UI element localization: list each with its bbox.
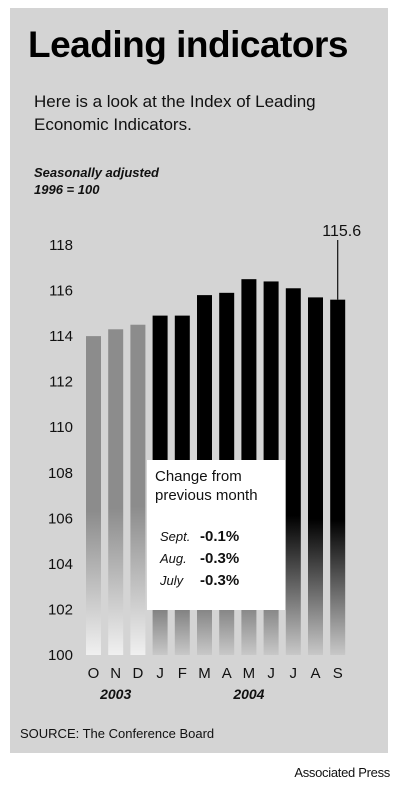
y-tick-label: 114	[49, 328, 73, 345]
y-tick-label: 116	[49, 283, 73, 300]
bar	[330, 299, 346, 655]
x-tick-label: D	[132, 665, 143, 682]
y-tick-label: 100	[48, 647, 73, 664]
change-box-month: Sept.	[160, 529, 190, 544]
y-tick-label: 118	[49, 237, 73, 254]
bar	[130, 324, 146, 655]
x-tick-label: N	[110, 665, 121, 682]
y-tick-label: 102	[48, 601, 73, 618]
callout-value-label: 115.6	[322, 223, 361, 240]
x-tick-label: M	[243, 665, 256, 682]
change-box-month: July	[159, 573, 185, 588]
chart-title: Leading indicators	[28, 24, 348, 65]
x-tick-label: A	[310, 665, 320, 682]
change-box-heading: Change from	[155, 468, 242, 485]
x-tick-label: J	[267, 665, 275, 682]
adjustment-note-line2: 1996 = 100	[34, 182, 100, 197]
change-box-value: -0.3%	[200, 550, 239, 567]
x-tick-label: J	[290, 665, 298, 682]
x-tick-label: S	[333, 665, 343, 682]
adjustment-note-line1: Seasonally adjusted	[34, 165, 159, 180]
x-tick-label: A	[222, 665, 232, 682]
change-box-background	[147, 460, 285, 610]
y-tick-label: 112	[49, 374, 73, 391]
change-box: Change from previous month Sept. -0.1% Aug. -…	[147, 460, 285, 610]
y-tick-label: 104	[48, 556, 73, 573]
y-tick-label: 110	[49, 419, 73, 436]
bar	[285, 288, 301, 655]
bar	[86, 336, 101, 655]
credit-line: Associated Press	[294, 765, 390, 780]
year-label: 2004	[232, 686, 264, 702]
bar	[308, 297, 323, 655]
y-tick-label: 108	[48, 465, 73, 482]
x-tick-label: J	[156, 665, 164, 682]
change-box-value: -0.1%	[200, 528, 239, 545]
bar	[108, 329, 124, 655]
change-box-heading: previous month	[155, 487, 258, 504]
value-callout: 115.6	[322, 223, 361, 300]
x-tick-label: O	[88, 665, 100, 682]
x-tick-label: F	[178, 665, 187, 682]
adjustment-note: Seasonally adjusted 1996 = 100	[34, 164, 159, 198]
y-tick-label: 106	[48, 510, 73, 527]
change-box-value: -0.3%	[200, 572, 239, 589]
y-axis: 100 102 104 106 108 110 112 114 116 118	[48, 237, 73, 664]
change-box-month: Aug.	[159, 551, 187, 566]
x-tick-label: M	[198, 665, 211, 682]
year-label: 2003	[99, 686, 131, 702]
source-note: SOURCE: The Conference Board	[20, 726, 215, 741]
chart-subtitle: Here is a look at the Index of Leading E…	[34, 92, 316, 134]
